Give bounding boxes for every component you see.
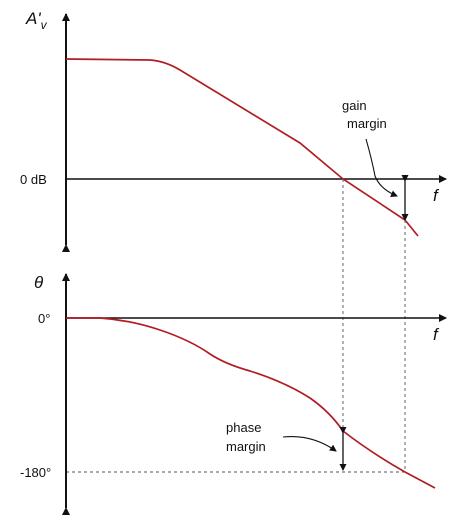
- gain-plot: A'v 0 dB f gain margin: [20, 9, 447, 252]
- gain-zero-label: 0 dB: [20, 172, 47, 187]
- phase-y-label: θ: [34, 273, 44, 292]
- phase-plot: θ 0° f -180° phase margin: [20, 273, 447, 515]
- gain-y-label: A'v: [25, 9, 48, 32]
- phase-zero-label: 0°: [38, 311, 50, 326]
- gain-margin-label-line2: margin: [347, 116, 387, 131]
- phase-margin-pointer: [282, 436, 337, 452]
- phase-x-label: f: [433, 325, 440, 344]
- phase-margin-label-line2: margin: [226, 439, 266, 454]
- gain-margin-label-line1: gain: [342, 98, 367, 113]
- guide-lines: [66, 179, 406, 473]
- gain-curve: [65, 58, 419, 237]
- gain-x-label: f: [433, 186, 440, 205]
- phase-margin-label-line1: phase: [226, 420, 261, 435]
- gain-margin-pointer: [365, 138, 398, 197]
- phase-minus-180-label: -180°: [20, 465, 51, 480]
- phase-curve: [66, 317, 436, 489]
